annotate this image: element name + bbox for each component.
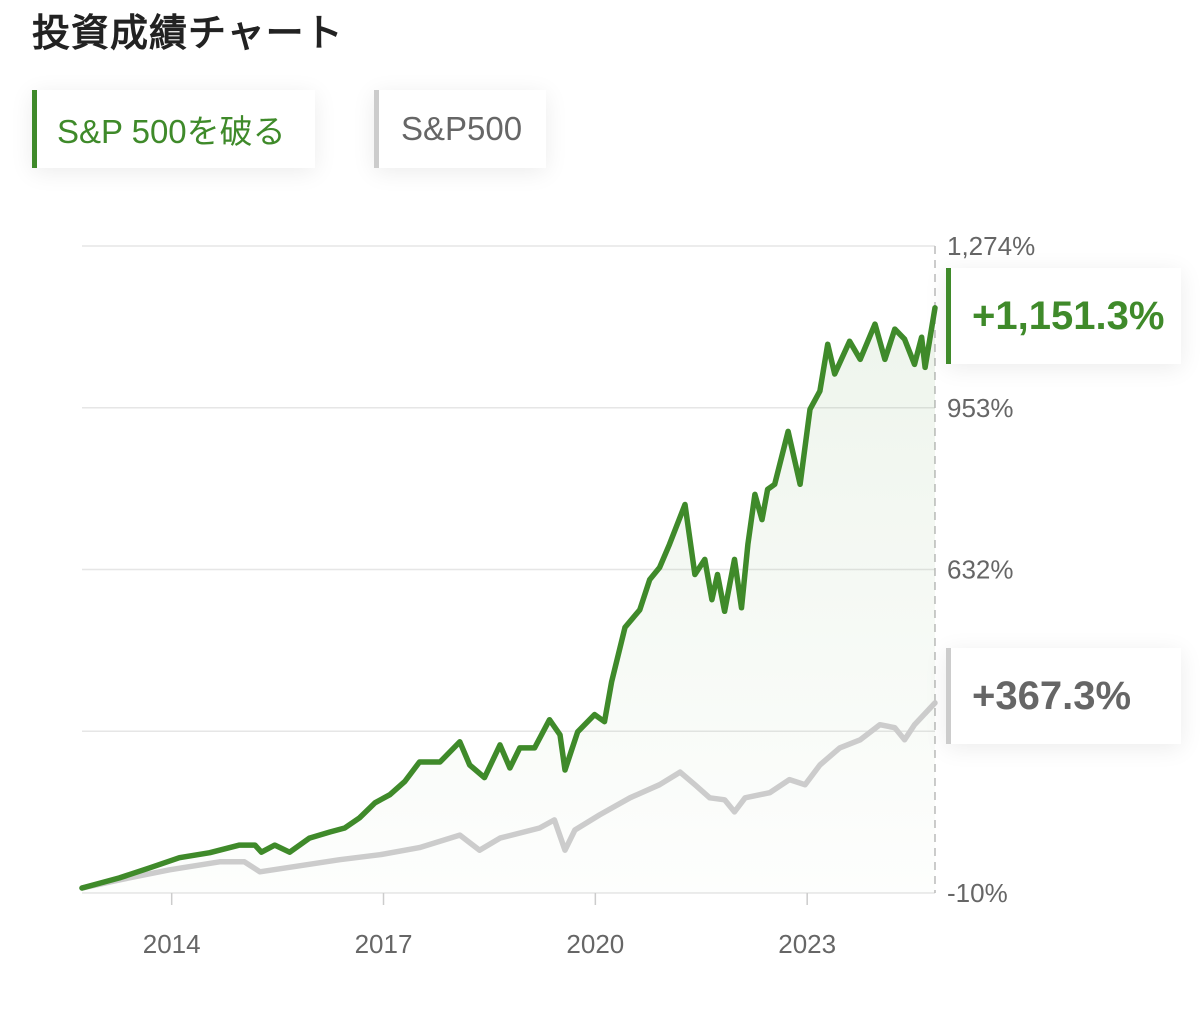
strategy-end-label: +1,151.3%: [972, 293, 1165, 338]
y-tick-label: -10%: [947, 878, 1008, 908]
x-tick-label: 2014: [143, 929, 201, 959]
legend-strategy-label: S&P 500を破る: [57, 113, 286, 150]
x-tick-label: 2020: [566, 929, 624, 959]
legend-sp500-marker: [374, 90, 379, 168]
strategy-end-marker: [946, 268, 951, 364]
strategy-end-value: +1,151.3%: [946, 268, 1181, 364]
legend-sp500-button[interactable]: S&P500: [374, 90, 546, 168]
legend-strategy-button[interactable]: S&P 500を破る: [32, 90, 315, 168]
legend-sp500-label: S&P500: [401, 110, 523, 147]
page-title: 投資成績チャート: [32, 11, 344, 55]
x-tick-label: 2023: [778, 929, 836, 959]
benchmark-end-marker: [946, 648, 951, 744]
legend-strategy-marker: [32, 90, 37, 168]
y-tick-label: 1,274%: [947, 231, 1035, 261]
strategy-area: [82, 307, 935, 893]
benchmark-end-label: +367.3%: [972, 673, 1132, 718]
benchmark-end-value: +367.3%: [946, 648, 1181, 744]
x-tick-label: 2017: [355, 929, 413, 959]
y-tick-label: 953%: [947, 393, 1014, 423]
y-tick-label: 632%: [947, 555, 1014, 585]
